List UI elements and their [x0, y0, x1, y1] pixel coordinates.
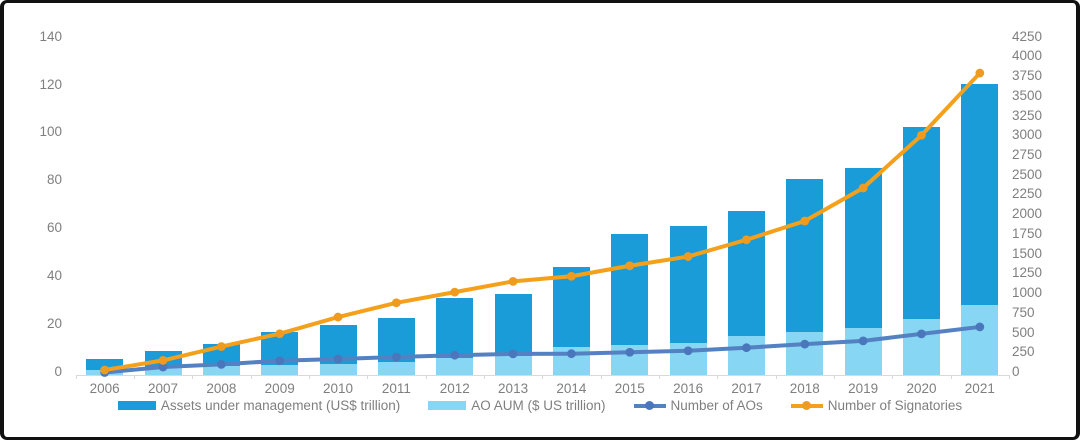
- x-axis-label-2007: 2007: [147, 381, 179, 396]
- legend-label-aum: Assets under management (US$ trillion): [160, 398, 401, 413]
- y-axis-tick-label-right: 3500: [1012, 87, 1043, 103]
- x-axis-label-2014: 2014: [556, 381, 587, 396]
- x-axis-tick: [250, 375, 252, 379]
- y-axis-tick-label-right: 4000: [1012, 48, 1043, 64]
- x-axis-tick: [133, 375, 135, 379]
- y-axis-tick-label-left: 20: [46, 316, 62, 332]
- x-axis-label-2018: 2018: [789, 381, 820, 396]
- bar-ao-aum-2010: [319, 363, 357, 375]
- x-axis-tick: [425, 375, 427, 379]
- y-axis-tick-label-right: 4250: [1012, 28, 1043, 44]
- x-axis-tick: [75, 375, 77, 379]
- x-axis-tick: [658, 375, 660, 379]
- legend-label-ao-aum: AO AUM ($ US trillion): [471, 398, 606, 413]
- x-axis-tick: [308, 375, 310, 379]
- x-axis-label-2009: 2009: [264, 381, 295, 396]
- y-axis-tick-label-left: 40: [46, 268, 62, 284]
- signatories-marker-2012: [450, 287, 460, 297]
- y-axis-tick-label-left: 140: [39, 28, 62, 44]
- y-axis-tick-label-right: 1250: [1012, 265, 1043, 281]
- x-axis-label-2006: 2006: [89, 381, 120, 396]
- bar-ao-aum-2019: [844, 327, 882, 375]
- x-axis-label-2015: 2015: [614, 381, 645, 396]
- bar-ao-aum-2011: [377, 362, 415, 375]
- y-axis-tick-label-right: 2000: [1012, 206, 1043, 222]
- legend-item-ao-aum: AO AUM ($ US trillion): [428, 398, 606, 413]
- aos-line-swatch: [633, 401, 666, 411]
- x-axis-tick: [950, 375, 952, 379]
- y-axis-tick-label-right: 1500: [1012, 245, 1043, 261]
- legend: Assets under management (US$ trillion) A…: [4, 398, 1076, 413]
- ao-aum-bar-swatch: [428, 401, 467, 410]
- bar-ao-aum-2016: [669, 342, 707, 375]
- signatories-marker-2021: [975, 68, 985, 78]
- y-axis-tick-label-right: 1000: [1012, 285, 1043, 301]
- x-axis-tick: [1009, 375, 1010, 379]
- y-axis-tick-label-right: 750: [1012, 304, 1035, 320]
- legend-item-aum: Assets under management (US$ trillion): [117, 398, 401, 413]
- bar-ao-aum-2008: [202, 365, 240, 375]
- bar-ao-aum-2012: [436, 358, 474, 375]
- x-axis-tick: [542, 375, 544, 379]
- y-axis-tick-label-left: 80: [46, 172, 62, 188]
- bar-ao-aum-2013: [494, 356, 532, 375]
- signatories-line-swatch: [790, 401, 823, 411]
- legend-label-aos: Number of AOs: [670, 398, 763, 413]
- x-axis-tick: [600, 375, 602, 379]
- y-axis-tick-label-left: 100: [39, 124, 62, 140]
- x-axis-tick: [775, 375, 777, 379]
- x-axis-label-2012: 2012: [439, 381, 470, 396]
- x-axis-label-2019: 2019: [848, 381, 879, 396]
- x-axis-tick: [892, 375, 894, 379]
- x-axis-label-2011: 2011: [381, 381, 411, 396]
- signatories-marker-2013: [508, 277, 518, 286]
- y-axis-tick-label-right: 2250: [1012, 186, 1043, 202]
- signatories-marker-2011: [391, 298, 401, 308]
- legend-item-aos: Number of AOs: [633, 398, 763, 413]
- y-axis-tick-label-right: 3750: [1012, 68, 1043, 84]
- y-axis-tick-label-right: 0: [1012, 364, 1020, 379]
- x-axis-label-2010: 2010: [323, 381, 354, 396]
- x-axis-tick: [367, 375, 369, 379]
- bar-ao-aum-2009: [261, 365, 299, 375]
- y-axis-tick-label-left: 60: [46, 220, 62, 236]
- bar-ao-aum-2015: [611, 345, 649, 375]
- bar-ao-aum-2017: [727, 335, 765, 375]
- aum-bar-swatch: [117, 401, 156, 410]
- x-axis-label-2020: 2020: [906, 381, 937, 396]
- x-axis-tick: [483, 375, 485, 379]
- x-axis-label-2021: 2021: [964, 381, 995, 396]
- bar-ao-aum-2007: [144, 367, 182, 375]
- signatories-marker-2010: [333, 312, 343, 322]
- x-axis-tick: [833, 375, 835, 379]
- y-axis-tick-label-right: 250: [1012, 344, 1035, 360]
- bar-ao-aum-2021: [961, 305, 999, 375]
- legend-item-signatories: Number of Signatories: [790, 398, 963, 413]
- y-axis-tick-label-right: 1750: [1012, 225, 1043, 241]
- bar-ao-aum-2014: [552, 347, 590, 375]
- bar-ao-aum-2006: [86, 370, 124, 375]
- y-axis-tick-label-right: 3250: [1012, 107, 1043, 123]
- legend-label-signatories: Number of Signatories: [827, 398, 963, 413]
- y-axis-tick-label-left: 120: [39, 76, 62, 92]
- x-axis-label-2008: 2008: [206, 381, 237, 396]
- x-axis-label-2017: 2017: [731, 381, 762, 396]
- x-axis-label-2016: 2016: [673, 381, 704, 396]
- y-axis-tick-label-right: 3000: [1012, 127, 1043, 143]
- x-axis-label-2013: 2013: [498, 381, 529, 396]
- bar-ao-aum-2018: [786, 332, 824, 375]
- y-axis-tick-label-right: 2500: [1012, 166, 1043, 182]
- x-axis-tick: [717, 375, 719, 379]
- x-axis-tick: [192, 375, 194, 379]
- y-axis-tick-label-left: 0: [54, 364, 62, 379]
- y-axis-tick-label-right: 500: [1012, 324, 1035, 340]
- y-axis-tick-label-right: 2750: [1012, 146, 1043, 162]
- bar-ao-aum-2020: [902, 318, 940, 375]
